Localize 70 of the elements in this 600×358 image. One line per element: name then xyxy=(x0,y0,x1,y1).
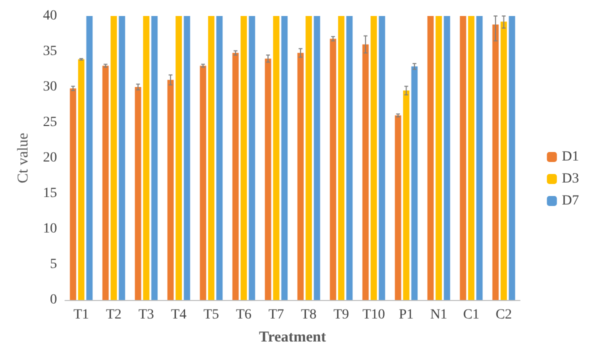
y-tick-label: 5 xyxy=(50,257,57,272)
x-axis-title: Treatment xyxy=(259,330,326,346)
x-tick-label: T2 xyxy=(106,308,122,322)
bar xyxy=(248,16,256,300)
bar xyxy=(273,16,280,300)
bar xyxy=(338,16,344,300)
x-tick-label: T4 xyxy=(170,308,187,322)
x-tick-label: C1 xyxy=(463,308,480,322)
x-tick-label: T5 xyxy=(203,308,220,322)
y-tick-label: 40 xyxy=(43,8,57,24)
bar xyxy=(346,16,353,300)
bar xyxy=(110,16,117,300)
bar xyxy=(436,16,442,300)
x-tick-label: T1 xyxy=(73,308,90,322)
y-tick-label: 15 xyxy=(43,186,57,201)
bar xyxy=(330,38,336,300)
bar xyxy=(167,80,174,300)
bar xyxy=(500,22,507,300)
bar xyxy=(102,66,109,300)
bar xyxy=(378,16,386,300)
bar xyxy=(403,90,410,300)
x-tick-label: T9 xyxy=(333,308,350,322)
y-axis-title: Ct value xyxy=(16,132,32,184)
bar xyxy=(394,115,402,300)
legend-label: D1 xyxy=(562,150,580,164)
bar xyxy=(460,16,466,300)
bar xyxy=(281,16,288,300)
x-tick-label: N1 xyxy=(430,308,448,322)
bar xyxy=(86,16,93,300)
x-tick-label: C2 xyxy=(496,308,512,322)
x-tick-label: T6 xyxy=(236,308,252,322)
y-tick-label: 25 xyxy=(43,115,57,130)
y-tick-label: 20 xyxy=(43,150,57,166)
bar xyxy=(492,24,499,300)
y-tick-label: 35 xyxy=(43,44,57,59)
bar xyxy=(444,16,450,300)
x-tick-label: T3 xyxy=(138,308,154,322)
bar xyxy=(427,16,434,300)
y-tick-label: 10 xyxy=(43,222,57,236)
bar xyxy=(70,88,76,300)
bar xyxy=(240,16,247,300)
bar xyxy=(208,16,214,300)
legend-label: D3 xyxy=(562,172,580,186)
legend-label: D7 xyxy=(562,194,580,208)
bar xyxy=(264,58,272,300)
bar xyxy=(362,44,369,300)
bar xyxy=(297,52,304,300)
y-tick-label: 30 xyxy=(43,80,57,94)
bar xyxy=(118,16,126,300)
bar xyxy=(314,16,320,300)
bar xyxy=(176,16,182,300)
x-tick-label: T10 xyxy=(362,308,386,322)
bar xyxy=(232,52,239,300)
bar xyxy=(200,66,206,300)
bar xyxy=(476,16,483,300)
bar xyxy=(468,16,474,300)
bar xyxy=(306,16,312,300)
bar xyxy=(411,66,418,300)
bar xyxy=(78,59,84,300)
x-tick-label: T8 xyxy=(300,308,317,322)
bar xyxy=(143,16,150,300)
bar xyxy=(508,16,516,300)
bar xyxy=(151,16,158,300)
y-tick-label: 0 xyxy=(50,292,57,308)
bar xyxy=(134,87,142,300)
x-tick-label: T7 xyxy=(268,308,284,322)
bar xyxy=(184,16,190,300)
bar xyxy=(216,16,223,300)
bar xyxy=(370,16,377,300)
x-tick-label: P1 xyxy=(398,308,414,322)
